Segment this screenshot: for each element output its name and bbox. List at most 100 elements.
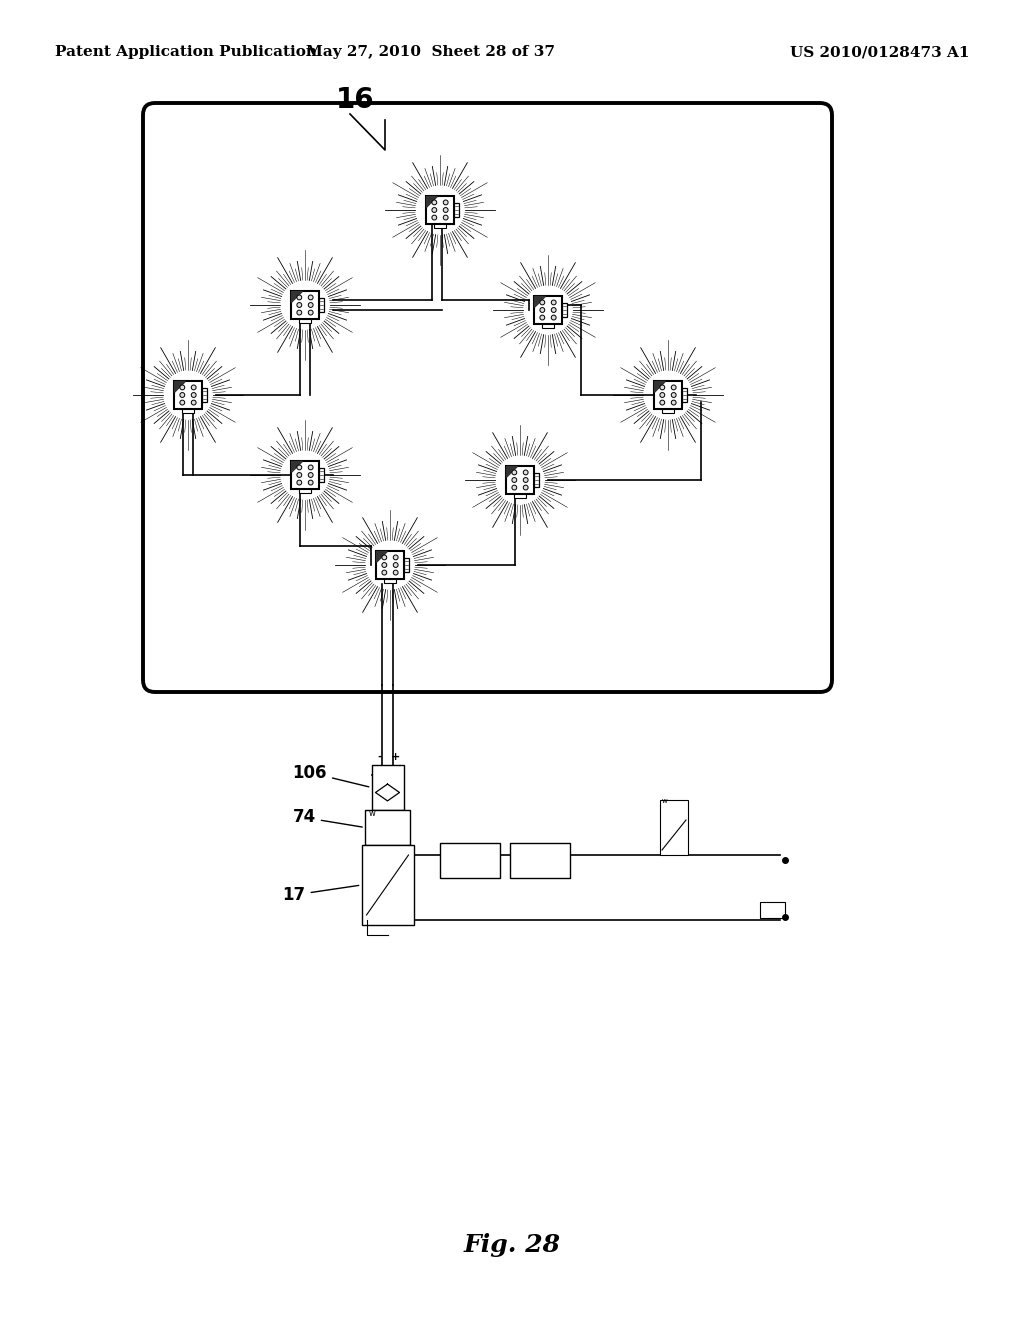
Bar [403, 557, 410, 573]
Text: w: w [369, 809, 376, 818]
Circle shape [432, 207, 437, 213]
Bar [454, 202, 460, 218]
Polygon shape [174, 381, 185, 392]
Bar [299, 318, 311, 323]
Circle shape [512, 486, 517, 490]
Circle shape [443, 207, 449, 213]
Circle shape [551, 308, 556, 313]
Bar [507, 466, 534, 494]
Circle shape [659, 400, 665, 405]
Circle shape [297, 310, 302, 315]
Circle shape [523, 478, 528, 482]
Text: 106: 106 [293, 763, 369, 787]
Circle shape [551, 300, 556, 305]
Circle shape [191, 400, 197, 405]
Text: 74: 74 [293, 808, 362, 828]
Bar [510, 842, 570, 878]
Circle shape [523, 470, 528, 475]
Circle shape [308, 465, 313, 470]
Bar [561, 302, 567, 317]
Bar [434, 223, 446, 228]
Circle shape [297, 473, 302, 478]
Circle shape [540, 315, 545, 319]
Circle shape [308, 302, 313, 308]
Bar [440, 842, 500, 878]
Circle shape [551, 315, 556, 319]
Circle shape [523, 486, 528, 490]
Circle shape [297, 302, 302, 308]
Bar [299, 488, 311, 494]
Circle shape [443, 201, 449, 205]
Circle shape [443, 215, 449, 220]
Bar [662, 408, 674, 413]
Polygon shape [426, 197, 437, 207]
Circle shape [308, 480, 313, 484]
Bar [534, 473, 540, 487]
Circle shape [659, 385, 665, 389]
Circle shape [672, 385, 676, 389]
Text: May 27, 2010  Sheet 28 of 37: May 27, 2010 Sheet 28 of 37 [305, 45, 555, 59]
Bar [318, 297, 325, 313]
Circle shape [393, 570, 398, 576]
Circle shape [672, 400, 676, 405]
Bar [377, 552, 403, 578]
Circle shape [308, 473, 313, 478]
Text: US 2010/0128473 A1: US 2010/0128473 A1 [791, 45, 970, 59]
Text: +: + [390, 752, 399, 762]
Circle shape [180, 392, 184, 397]
Bar [760, 902, 785, 917]
Circle shape [382, 570, 387, 576]
Polygon shape [535, 297, 546, 308]
Circle shape [512, 478, 517, 482]
Circle shape [393, 562, 398, 568]
Circle shape [297, 294, 302, 300]
Bar [654, 381, 682, 408]
Circle shape [432, 215, 437, 220]
Circle shape [540, 308, 545, 313]
Bar [202, 388, 208, 403]
Circle shape [382, 554, 387, 560]
Circle shape [308, 294, 313, 300]
Circle shape [191, 385, 197, 389]
Circle shape [659, 392, 665, 397]
Bar [292, 292, 318, 318]
Bar [660, 800, 688, 855]
Circle shape [308, 310, 313, 315]
Polygon shape [292, 292, 302, 302]
Circle shape [382, 562, 387, 568]
Text: 16: 16 [336, 86, 375, 114]
Text: 17: 17 [283, 886, 358, 904]
Circle shape [432, 201, 437, 205]
Bar [372, 766, 403, 810]
Text: -: - [378, 752, 382, 762]
Circle shape [191, 392, 197, 397]
Polygon shape [377, 552, 387, 562]
Text: Fig. 28: Fig. 28 [464, 1233, 560, 1257]
Circle shape [672, 392, 676, 397]
Polygon shape [292, 462, 302, 473]
Polygon shape [507, 466, 517, 478]
Bar [514, 494, 526, 499]
Bar [182, 408, 195, 413]
Text: w: w [662, 799, 668, 804]
Bar [318, 467, 325, 482]
Text: Patent Application Publication: Patent Application Publication [55, 45, 317, 59]
Circle shape [540, 300, 545, 305]
Bar [426, 197, 454, 223]
FancyBboxPatch shape [143, 103, 831, 692]
Polygon shape [654, 381, 666, 392]
Bar [365, 810, 410, 845]
Bar [292, 462, 318, 488]
Circle shape [297, 480, 302, 484]
Bar [174, 381, 202, 408]
Circle shape [393, 554, 398, 560]
Bar [542, 323, 554, 329]
Bar [384, 578, 396, 583]
Circle shape [297, 465, 302, 470]
Circle shape [180, 385, 184, 389]
Bar [361, 845, 414, 925]
Bar [682, 388, 687, 403]
Bar [535, 297, 561, 323]
Circle shape [512, 470, 517, 475]
Circle shape [180, 400, 184, 405]
